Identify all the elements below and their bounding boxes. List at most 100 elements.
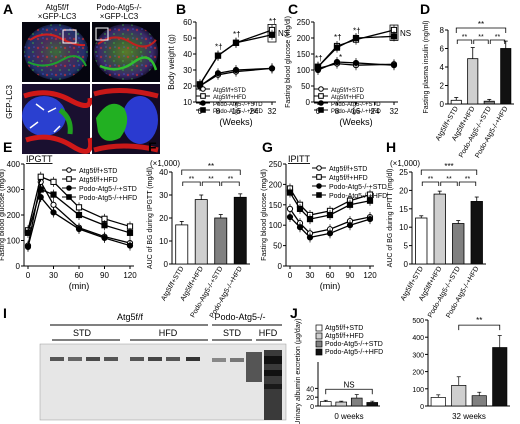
data-point bbox=[366, 215, 374, 223]
y-tick-label: 0 bbox=[306, 98, 311, 107]
legend-label: Podo-Atg5-/-+STD bbox=[329, 184, 387, 191]
data-point bbox=[200, 93, 206, 99]
legend-swatch bbox=[315, 348, 323, 356]
data-point bbox=[200, 107, 206, 113]
legend-label: Atg5f/f+HFD bbox=[325, 333, 364, 340]
y-tick-label: 50 bbox=[273, 242, 282, 251]
sig-label: ** bbox=[478, 34, 484, 41]
legend-label: Podo-Atg5-/-+STD bbox=[325, 341, 383, 348]
legend-label: Atg5f/f+HFD bbox=[331, 95, 365, 101]
panel-a: A Atg5f/f ×GFP-LC3 Podo-Atg5-/- ×GFP-LC3… bbox=[3, 1, 160, 154]
data-point bbox=[50, 191, 57, 198]
y-tick-label: 250 bbox=[269, 160, 283, 169]
x-tick-label: 60 bbox=[326, 271, 335, 280]
x-tick-label: 16 bbox=[232, 107, 241, 116]
y-tick-label: 2 bbox=[440, 82, 445, 91]
bar bbox=[452, 223, 465, 265]
data-point bbox=[126, 229, 134, 236]
data-point bbox=[75, 204, 83, 211]
chart-e: 0 100 200 300 400 0 30 60 90 120 (min) Fasting bloo… bbox=[0, 154, 137, 291]
chart-title: IPGTT bbox=[26, 154, 53, 164]
data-point bbox=[24, 229, 32, 236]
data-point bbox=[333, 58, 341, 66]
ns-box bbox=[267, 23, 277, 43]
bar bbox=[467, 58, 479, 105]
y-tick-label: 150 bbox=[297, 50, 311, 59]
legend-swatch bbox=[315, 324, 323, 332]
legend-label: Atg5f/f+HFD bbox=[79, 177, 118, 184]
x-axis-label: (Weeks) bbox=[219, 117, 252, 127]
data-point bbox=[66, 185, 72, 191]
blot-bands bbox=[50, 350, 282, 420]
y-tick-label: 0 bbox=[310, 404, 314, 411]
y-tick-label: 5 bbox=[404, 242, 409, 251]
data-point bbox=[286, 189, 294, 196]
y-tick-label: 40 bbox=[159, 168, 168, 177]
data-point bbox=[366, 197, 374, 204]
bar bbox=[194, 199, 208, 265]
sig-bracket bbox=[458, 181, 477, 186]
y-tick-label: 0 bbox=[404, 260, 409, 269]
data-point bbox=[200, 86, 206, 92]
y-tick-label: 200 bbox=[297, 34, 311, 43]
data-point bbox=[200, 100, 206, 106]
legend-label: Podo-Atg5-/-+HFD bbox=[325, 349, 383, 356]
data-point bbox=[101, 234, 108, 242]
bar bbox=[366, 402, 379, 407]
y-tick-label: 10 bbox=[159, 237, 168, 246]
panel-label-d: D bbox=[420, 1, 430, 17]
series-line bbox=[317, 35, 395, 68]
data-point bbox=[306, 215, 314, 223]
legend-label: Atg5f/f+STD bbox=[79, 168, 117, 175]
y-tick-label: 0 bbox=[440, 100, 445, 109]
data-point bbox=[333, 44, 341, 51]
sig-label: ** bbox=[208, 176, 214, 183]
data-point bbox=[326, 230, 334, 237]
legend-swatch bbox=[315, 332, 323, 340]
micrograph-atg5-zoom bbox=[22, 84, 94, 154]
x-tick-label: 120 bbox=[363, 271, 377, 280]
legend-label: Atg5f/f+STD bbox=[325, 325, 363, 332]
col-label-podo: Podo-Atg5-/- bbox=[96, 3, 142, 12]
y-tick-label: 150 bbox=[269, 201, 283, 210]
sig-label: ** bbox=[208, 162, 214, 171]
col-label-atg5-gfp: ×GFP-LC3 bbox=[38, 12, 77, 21]
x-tick-label: 32 bbox=[390, 107, 399, 116]
data-point bbox=[75, 211, 83, 219]
data-point bbox=[346, 222, 354, 229]
y-tick-label: 300 bbox=[7, 186, 21, 195]
chart-j: Atg5f/f+STDAtg5f/f+HFDPodo-Atg5-/-+STDPo… bbox=[295, 316, 510, 424]
y-axis-label: Fasting blood glucose (mg/dl) bbox=[285, 16, 292, 108]
y-tick-label: 30 bbox=[183, 66, 192, 75]
y-tick-label: 400 bbox=[7, 160, 21, 169]
legend-label: Atg5f/f+STD bbox=[213, 88, 247, 94]
y-axis-label: Fasting plasma insulin (ng/ml) bbox=[423, 21, 430, 114]
y-tick-label: 20 bbox=[159, 214, 168, 223]
data-point bbox=[232, 66, 240, 74]
series-line bbox=[199, 34, 273, 85]
x-tick-label: 0 bbox=[288, 271, 293, 280]
legend-label: Podo-Atg5-/-+STD bbox=[213, 102, 263, 108]
panel-label-e: E bbox=[3, 139, 12, 155]
panel-label-c: C bbox=[288, 1, 298, 17]
y-multiplier: (×1,000) bbox=[390, 159, 420, 168]
bar bbox=[500, 48, 512, 105]
x-tick-label: 30 bbox=[49, 271, 58, 280]
y-tick-label: 0 bbox=[420, 404, 424, 411]
bar bbox=[483, 100, 495, 105]
y-tick-label: 20 bbox=[399, 186, 408, 195]
sig-label: ** bbox=[478, 20, 484, 29]
y-axis-label: Urinary albumin excretion (µg/day) bbox=[295, 318, 302, 424]
y-tick-label: 50 bbox=[301, 82, 310, 91]
data-point bbox=[352, 34, 360, 42]
chart-h: 0 5 10 15 20 25 AUC of BG during IPITT (mg/dl)… bbox=[387, 159, 486, 319]
data-point bbox=[390, 33, 398, 40]
panel-label-g: G bbox=[262, 139, 273, 155]
sig-bracket bbox=[440, 181, 458, 186]
ns-label: NS bbox=[400, 29, 411, 38]
series-line bbox=[199, 67, 273, 87]
y-tick-label: 40 bbox=[183, 50, 192, 59]
x-tick-label: 8 bbox=[216, 107, 221, 116]
bar bbox=[175, 224, 189, 265]
